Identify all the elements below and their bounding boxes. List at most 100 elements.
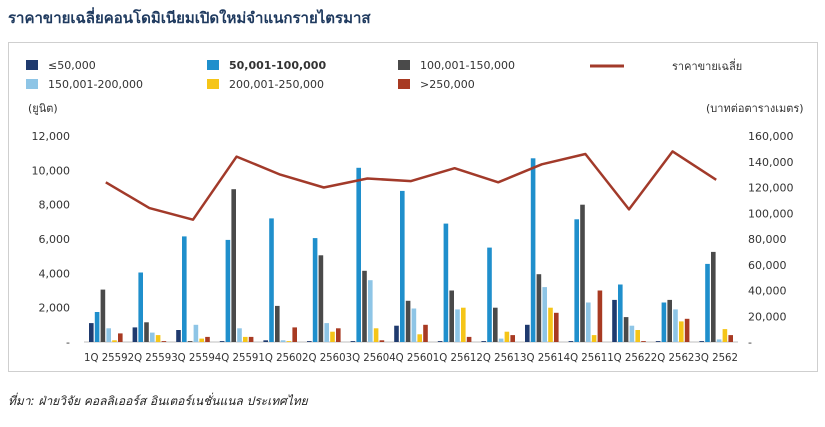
- bar: [379, 340, 385, 342]
- y-axis-label-left: (ยูนิต): [28, 102, 58, 115]
- bar: [536, 274, 542, 342]
- legend: ≤50,000 50,001-100,000 100,001-150,000 150,…: [26, 58, 742, 91]
- bars: [89, 158, 733, 342]
- bar: [641, 341, 646, 342]
- y-tick-right: 60,000: [748, 259, 787, 272]
- bar: [487, 247, 492, 342]
- bar: [411, 308, 417, 342]
- y-tick-left: 4,000: [39, 267, 71, 280]
- bar: [635, 330, 640, 342]
- y-tick-left: 6,000: [39, 233, 71, 246]
- legend-label: 200,001-250,000: [229, 78, 324, 91]
- legend-swatch: [207, 79, 219, 89]
- y-tick-right: 120,000: [748, 182, 794, 195]
- y-tick-right: 20,000: [748, 310, 787, 323]
- legend-label: >250,000: [420, 78, 475, 91]
- bar: [89, 323, 94, 342]
- legend-label: 50,001-100,000: [229, 59, 326, 72]
- bar: [568, 341, 574, 342]
- bar: [231, 189, 236, 342]
- bar: [205, 336, 210, 342]
- y-tick-right: 160,000: [748, 130, 794, 143]
- y-tick-right: 40,000: [748, 285, 787, 298]
- y-ticks-left: - 2,000 4,000 6,000 8,000 10,000 12,000: [32, 130, 71, 349]
- bar: [612, 299, 617, 342]
- legend-swatch: [26, 60, 38, 70]
- bar: [661, 302, 667, 342]
- bar: [150, 332, 155, 342]
- bar: [182, 236, 187, 342]
- bar: [629, 325, 635, 342]
- bar: [118, 333, 123, 342]
- bar: [106, 328, 111, 342]
- y-tick-left: 12,000: [32, 130, 71, 143]
- bar: [597, 290, 603, 342]
- bar: [318, 255, 324, 342]
- bar: [679, 321, 684, 342]
- bar: [673, 309, 678, 342]
- bar: [225, 239, 231, 342]
- y-tick-right: -: [748, 336, 752, 349]
- chart-title: ราคาขายเฉลี่ยคอนโดมิเนียมเปิดใหม่จำแนกรา…: [8, 9, 371, 27]
- bar: [193, 324, 199, 342]
- legend-swatch: [398, 79, 410, 89]
- bar: [138, 272, 143, 342]
- bar: [286, 341, 292, 342]
- bar: [591, 335, 597, 342]
- bar: [161, 341, 167, 342]
- bar: [144, 322, 149, 342]
- series-line-average-price: [105, 150, 717, 221]
- bar: [498, 338, 504, 342]
- bar: [716, 339, 722, 342]
- bar: [94, 312, 100, 342]
- bar: [112, 340, 117, 342]
- bar: [368, 280, 373, 342]
- bar: [199, 338, 204, 342]
- bar: [373, 328, 379, 342]
- bar: [350, 341, 356, 342]
- legend-swatch: [207, 60, 219, 70]
- bar: [699, 341, 704, 342]
- bar: [400, 190, 405, 342]
- bar: [443, 223, 449, 342]
- legend-label: 100,001-150,000: [420, 59, 515, 72]
- bar: [667, 299, 672, 342]
- bar: [324, 323, 329, 342]
- legend-swatch: [398, 60, 410, 70]
- bar: [307, 341, 312, 342]
- bar: [493, 307, 498, 342]
- bar: [219, 341, 225, 342]
- bar: [155, 335, 161, 342]
- y-tick-right: 100,000: [748, 207, 794, 220]
- bar: [580, 204, 585, 342]
- bar: [176, 330, 181, 342]
- x-tick-labels: 1Q 25592Q 25593Q 25594Q 25591Q 25602Q 25…: [84, 351, 738, 364]
- chart-frame: [8, 42, 818, 372]
- bar: [356, 167, 361, 342]
- source-note: ที่มา: ฝ่ายวิจัย คอลลิเออร์ส อินเตอร์เนช…: [8, 394, 308, 408]
- bar: [574, 219, 579, 342]
- bar: [280, 340, 286, 342]
- y-tick-left: -: [66, 336, 70, 349]
- bar: [455, 309, 460, 342]
- bar: [548, 307, 553, 342]
- bar: [237, 328, 242, 342]
- bar: [684, 318, 690, 342]
- bar: [618, 284, 623, 342]
- bar: [623, 317, 629, 342]
- bar: [449, 290, 454, 342]
- bar: [655, 341, 661, 342]
- bar: [263, 340, 268, 342]
- legend-swatch: [26, 79, 38, 89]
- y-tick-right: 80,000: [748, 233, 787, 246]
- bar: [530, 158, 536, 342]
- bar: [466, 336, 472, 342]
- bar: [705, 263, 710, 342]
- bar: [437, 341, 443, 342]
- bar: [481, 341, 486, 342]
- y-axis-label-right: (บาทต่อตารางเมตร): [706, 102, 804, 115]
- bar: [504, 331, 510, 342]
- bar: [417, 334, 422, 342]
- bar: [292, 327, 297, 342]
